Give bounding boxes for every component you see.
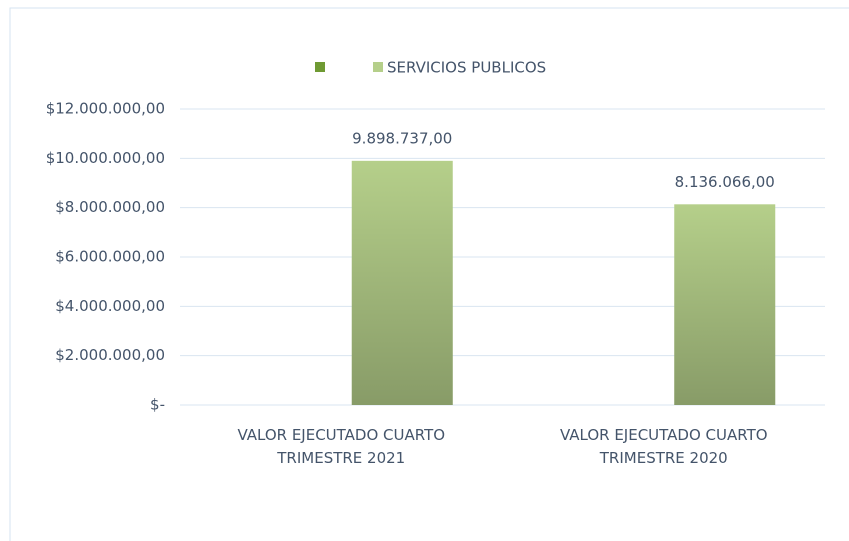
legend-swatch [373,62,383,72]
chart-border [9,7,849,541]
y-tick-label: $- [150,396,165,414]
y-tick-label: $2.000.000,00 [55,346,165,364]
y-tick-label: $8.000.000,00 [55,198,165,216]
data-label: 9.898.737,00 [352,129,452,147]
y-tick-label: $10.000.000,00 [46,149,165,167]
legend-swatch [315,62,325,72]
x-tick-label: VALOR EJECUTADO CUARTO TRIMESTRE 2020 [559,426,768,467]
y-tick-label: $4.000.000,00 [55,297,165,315]
x-tick-label-box: VALOR EJECUTADO CUARTO TRIMESTRE 2021 [237,426,446,467]
x-tick-label-box: VALOR EJECUTADO CUARTO TRIMESTRE 2020 [559,426,768,467]
bar-shade [674,204,776,405]
data-label: 8.136.066,00 [675,173,775,191]
bar-shade [351,160,453,405]
y-tick-label: $6.000.000,00 [55,248,165,266]
legend-label: SERVICIOS PUBLICOS [387,59,546,77]
y-tick-label: $12.000.000,00 [46,100,165,118]
x-tick-label: VALOR EJECUTADO CUARTO TRIMESTRE 2021 [237,426,446,467]
